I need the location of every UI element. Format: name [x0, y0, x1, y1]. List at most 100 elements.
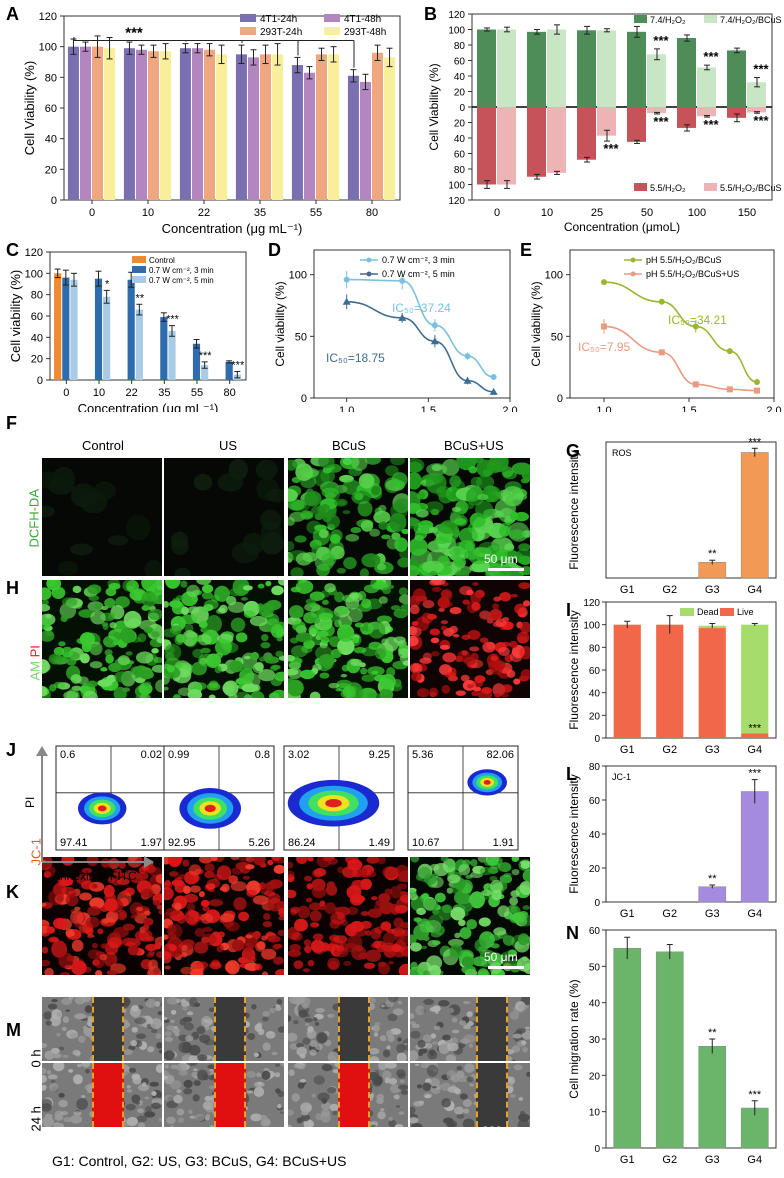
- x-tick-label: 80: [224, 387, 236, 399]
- bar: [291, 65, 303, 200]
- quadrant-ll: 86.24: [288, 837, 316, 849]
- cell: [103, 635, 119, 648]
- cell: [91, 942, 99, 949]
- cell: [179, 1018, 187, 1026]
- cell: [95, 970, 103, 975]
- cell: [498, 525, 511, 537]
- cell: [209, 961, 222, 970]
- panel-label-j: J: [6, 740, 17, 760]
- micro-ampi-2: [288, 580, 408, 698]
- cell: [65, 928, 74, 938]
- cell-blobs: [42, 1063, 162, 1127]
- dcfh-da-label: DCFH-DA: [26, 489, 42, 548]
- cell: [104, 649, 113, 657]
- cell: [304, 1017, 313, 1023]
- cell: [106, 969, 118, 975]
- cell: [174, 1032, 180, 1037]
- cell: [202, 926, 213, 933]
- quadrant-ll: 97.41: [60, 837, 88, 849]
- x-tick-label: G3: [705, 908, 720, 920]
- cell: [136, 1115, 147, 1123]
- cell: [167, 924, 177, 934]
- cell: [209, 1125, 215, 1127]
- cell: [208, 1007, 216, 1013]
- cell: [307, 1026, 314, 1033]
- cell: [424, 1094, 432, 1099]
- cell: [374, 648, 386, 660]
- cell: [380, 1004, 385, 1008]
- bar: [168, 330, 176, 380]
- cell: [214, 665, 222, 674]
- y-tick-label: 60: [454, 150, 466, 161]
- cell: [85, 916, 100, 928]
- cell: [410, 604, 420, 615]
- cell: [464, 1063, 475, 1073]
- cell: [264, 881, 277, 891]
- significance-mark: ***: [603, 141, 619, 156]
- cell: [190, 968, 204, 975]
- cell: [245, 864, 255, 870]
- quadrant-ul: 3.02: [288, 749, 309, 761]
- cell: [143, 681, 152, 686]
- cell: [261, 971, 269, 975]
- micro-jc1-3: [410, 857, 530, 975]
- cell: [491, 665, 503, 675]
- flow-x-label: Annexin V FITC: [52, 869, 137, 880]
- cell: [107, 613, 116, 620]
- cell: [155, 679, 162, 693]
- cell: [216, 944, 224, 953]
- cell: [449, 625, 458, 634]
- quadrant-ur: 0.8: [255, 749, 270, 761]
- cell: [107, 936, 123, 949]
- x-tick-label: 0: [89, 207, 95, 219]
- cell: [410, 565, 420, 576]
- cell: [255, 459, 278, 480]
- x-tick-label: G1: [620, 744, 635, 756]
- cell: [432, 1085, 437, 1089]
- cell: [440, 625, 447, 631]
- cell: [322, 513, 332, 523]
- cell: [429, 863, 440, 871]
- x-tick-label: G3: [705, 744, 720, 756]
- cell: [369, 1049, 374, 1053]
- micro-scratch-2-0: [288, 997, 408, 1061]
- y-tick-label: 100: [39, 42, 57, 54]
- cell: [448, 1007, 455, 1014]
- micro-scratch-1-1: [164, 1063, 284, 1127]
- cell: [385, 1029, 393, 1038]
- cell: [262, 1010, 271, 1017]
- cell: [391, 472, 408, 488]
- cell: [391, 944, 402, 952]
- cell: [340, 673, 348, 678]
- bar: [316, 54, 328, 201]
- cell: [309, 910, 322, 922]
- bar: [70, 279, 78, 380]
- cell: [274, 671, 284, 682]
- cell: [191, 636, 199, 643]
- cell: [71, 939, 84, 952]
- cell: [58, 1092, 65, 1098]
- cell: [304, 945, 312, 954]
- cell: [396, 1052, 407, 1061]
- cell: [202, 1101, 214, 1111]
- cell: [81, 1063, 91, 1068]
- legend-label: 5.5/H₂O₂: [650, 183, 686, 193]
- cell: [242, 585, 253, 591]
- cell: [294, 535, 307, 543]
- cell: [342, 510, 351, 515]
- bar: [477, 107, 496, 185]
- cell: [526, 1071, 530, 1078]
- significance-mark: **: [708, 873, 717, 885]
- cell: [416, 907, 427, 916]
- cell: [421, 612, 434, 624]
- cell: [460, 674, 470, 682]
- cell: [518, 1097, 523, 1101]
- cell: [321, 1063, 333, 1072]
- cell: [164, 1064, 169, 1069]
- cell: [150, 1102, 162, 1110]
- cell: [246, 1090, 254, 1094]
- cell: [360, 878, 372, 890]
- cell: [81, 867, 93, 874]
- cell: [146, 1046, 155, 1053]
- cell: [446, 1070, 457, 1081]
